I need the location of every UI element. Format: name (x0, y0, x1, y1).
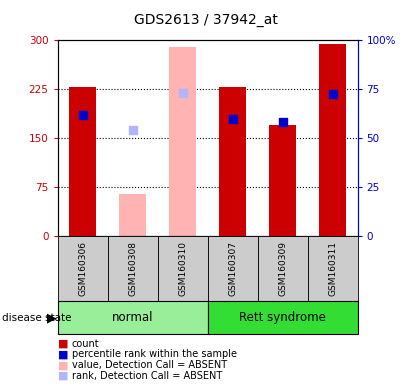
Text: disease state: disease state (2, 313, 72, 323)
Text: normal: normal (112, 311, 153, 324)
Bar (69, 87, 96, 236)
Point (279, 119, 286, 125)
Text: ▶: ▶ (47, 311, 57, 324)
Text: rank, Detection Call = ABSENT: rank, Detection Call = ABSENT (72, 371, 222, 381)
Point (329, 91, 336, 97)
Bar (58, 236, 108, 301)
Text: Rett syndrome: Rett syndrome (239, 311, 326, 324)
Text: GDS2613 / 37942_at: GDS2613 / 37942_at (134, 13, 277, 27)
Point (129, 127, 136, 133)
Text: GSM160307: GSM160307 (228, 241, 237, 296)
Point (179, 89, 186, 96)
Bar (269, 125, 296, 236)
Bar (108, 236, 157, 301)
Bar (219, 87, 246, 236)
Text: percentile rank within the sample: percentile rank within the sample (72, 349, 237, 359)
Bar (319, 43, 346, 236)
Text: GSM160309: GSM160309 (278, 241, 287, 296)
Text: GSM160308: GSM160308 (128, 241, 137, 296)
Text: ■: ■ (58, 360, 68, 370)
Text: GSM160306: GSM160306 (78, 241, 87, 296)
Bar (208, 301, 358, 334)
Bar (169, 47, 196, 236)
Text: ■: ■ (58, 371, 68, 381)
Bar (307, 236, 358, 301)
Text: GSM160310: GSM160310 (178, 241, 187, 296)
Bar (157, 236, 208, 301)
Point (229, 116, 236, 122)
Point (79, 112, 86, 118)
Text: value, Detection Call = ABSENT: value, Detection Call = ABSENT (72, 360, 227, 370)
Text: ■: ■ (58, 339, 68, 349)
Bar (208, 236, 258, 301)
Bar (58, 301, 208, 334)
Bar (119, 194, 146, 236)
Text: GSM160311: GSM160311 (328, 241, 337, 296)
Text: count: count (72, 339, 99, 349)
Text: ■: ■ (58, 349, 68, 359)
Bar (258, 236, 307, 301)
